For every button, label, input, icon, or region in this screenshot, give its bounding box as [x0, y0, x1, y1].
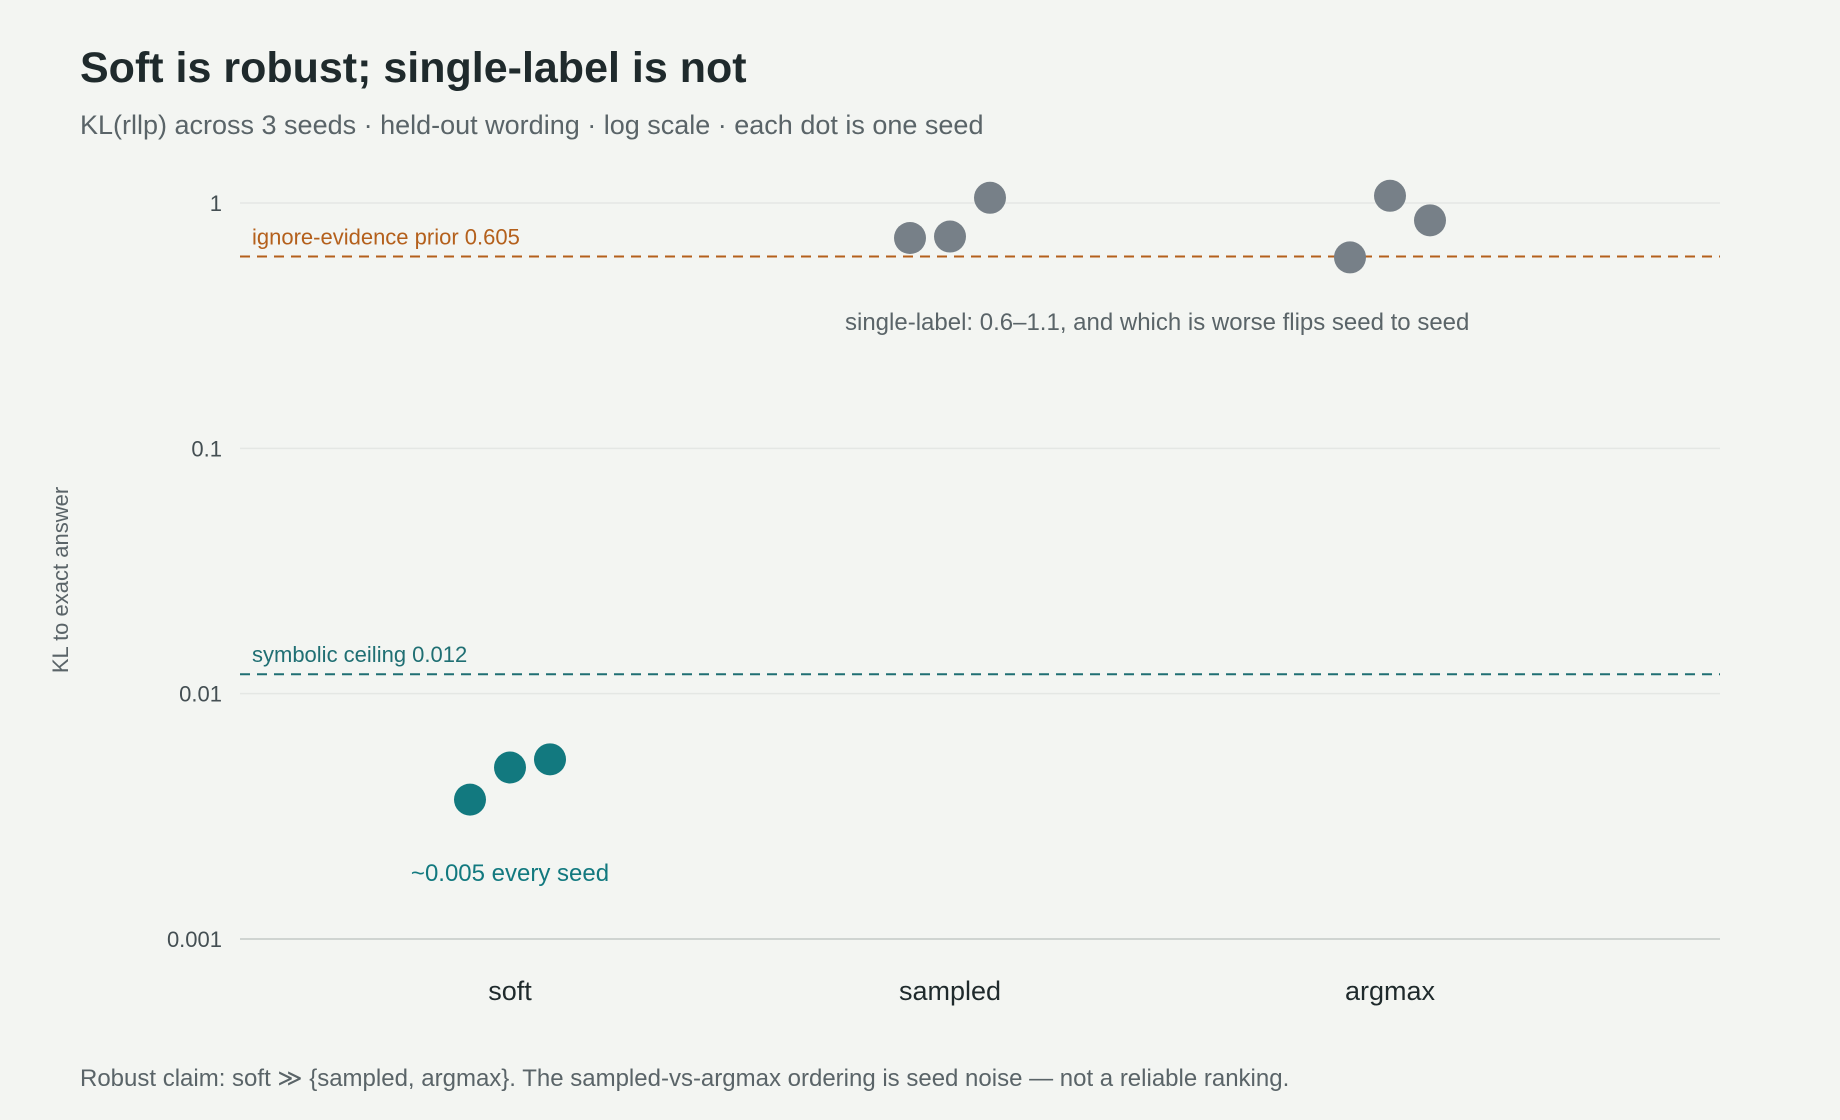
annotation-soft: ~0.005 every seed	[411, 860, 609, 887]
data-point	[534, 743, 566, 776]
x-axis-categories: soft sampled argmax	[488, 976, 1435, 1006]
data-point	[1374, 179, 1406, 212]
data-point	[494, 751, 526, 784]
y-axis-title: KL to exact answer	[48, 487, 73, 673]
reference-line-label: symbolic ceiling 0.012	[252, 642, 467, 667]
data-point	[894, 222, 926, 255]
y-axis-ticks: 0.001 0.01 0.1 1	[167, 191, 222, 952]
reference-lines: ignore-evidence prior 0.605 symbolic ceil…	[240, 225, 1720, 676]
annotation-single-label: single-label: 0.6–1.1, and which is wors…	[845, 309, 1469, 336]
data-point	[1414, 204, 1446, 237]
data-point	[934, 220, 966, 253]
data-points	[454, 179, 1446, 816]
footnote: Robust claim: soft ≫ {sampled, argmax}. …	[80, 1065, 1290, 1092]
x-category-label: soft	[488, 976, 532, 1006]
y-tick-label: 0.1	[191, 436, 222, 461]
data-point	[1334, 241, 1366, 274]
reference-line-label: ignore-evidence prior 0.605	[252, 225, 520, 250]
data-point	[454, 783, 486, 816]
chart-subtitle: KL(rllp) across 3 seeds · held-out wordi…	[80, 110, 984, 140]
data-point	[974, 181, 1006, 214]
x-category-label: argmax	[1345, 976, 1436, 1006]
x-category-label: sampled	[899, 976, 1001, 1006]
y-tick-label: 0.01	[179, 682, 222, 707]
y-tick-label: 1	[210, 191, 222, 216]
chart-title: Soft is robust; single-label is not	[80, 44, 747, 92]
y-tick-label: 0.001	[167, 927, 222, 952]
